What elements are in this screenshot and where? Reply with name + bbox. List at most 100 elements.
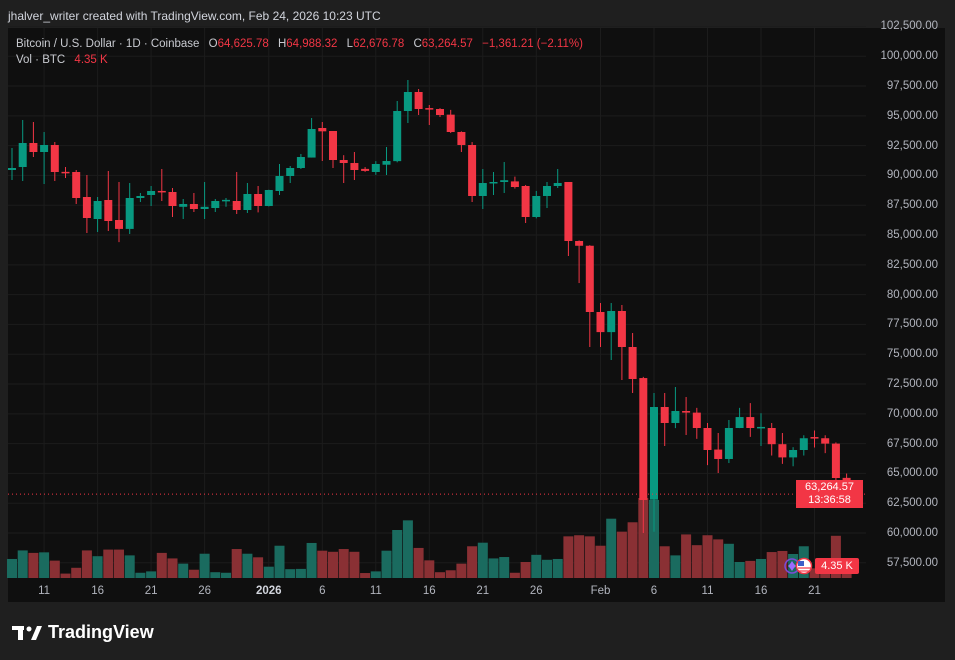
candle[interactable] (189, 192, 198, 213)
candle[interactable] (660, 393, 669, 446)
candle[interactable] (575, 240, 584, 284)
candle[interactable] (810, 430, 819, 448)
us-flag-icon[interactable] (795, 557, 813, 575)
candle[interactable] (468, 142, 477, 203)
candle[interactable] (61, 166, 70, 178)
candle[interactable] (136, 192, 145, 203)
candle[interactable] (521, 184, 530, 223)
candle-body (157, 190, 166, 193)
candle[interactable] (682, 397, 691, 435)
candle[interactable] (724, 420, 733, 464)
volume-bar (445, 570, 456, 578)
candle[interactable] (307, 117, 316, 158)
candle[interactable] (489, 172, 498, 195)
candle[interactable] (585, 245, 594, 347)
candle[interactable] (446, 109, 455, 134)
candle-body (286, 167, 295, 177)
candle[interactable] (403, 80, 412, 123)
candle[interactable] (147, 185, 156, 206)
candle[interactable] (393, 101, 402, 163)
candle[interactable] (125, 183, 134, 235)
candle-body (489, 181, 498, 184)
candle[interactable] (361, 167, 370, 172)
candle[interactable] (746, 403, 755, 437)
candle[interactable] (799, 435, 808, 456)
candle[interactable] (735, 407, 744, 429)
candle[interactable] (157, 168, 166, 202)
candle[interactable] (617, 304, 626, 380)
candle-body (553, 183, 562, 186)
candle[interactable] (650, 393, 658, 532)
candle[interactable] (339, 155, 348, 184)
candle[interactable] (564, 181, 573, 256)
candle[interactable] (757, 413, 765, 446)
candle[interactable] (500, 162, 509, 193)
candle[interactable] (767, 422, 776, 456)
candle[interactable] (296, 153, 305, 169)
candle[interactable] (532, 190, 541, 219)
candle[interactable] (821, 435, 830, 454)
candle[interactable] (254, 185, 263, 213)
candle[interactable] (478, 168, 487, 209)
candle[interactable] (115, 182, 123, 243)
candle[interactable] (222, 197, 230, 207)
candle[interactable] (543, 182, 551, 208)
candle[interactable] (371, 161, 380, 175)
candle[interactable] (318, 122, 327, 162)
tradingview-logo[interactable]: TradingView (12, 622, 154, 643)
candle[interactable] (211, 198, 220, 213)
candle[interactable] (831, 442, 840, 487)
candle[interactable] (703, 422, 712, 466)
candle[interactable] (778, 433, 787, 464)
candle[interactable] (553, 168, 562, 188)
candle[interactable] (232, 172, 241, 215)
volume-title[interactable]: Vol · BTC (16, 54, 66, 66)
candle[interactable] (425, 104, 434, 125)
volume-bar (435, 572, 445, 578)
candle[interactable] (457, 131, 466, 153)
candle[interactable] (414, 88, 423, 115)
candle[interactable] (50, 142, 59, 182)
candle-body (61, 171, 70, 174)
candle[interactable] (329, 131, 337, 168)
candle-body (735, 417, 744, 428)
candle[interactable] (82, 175, 91, 234)
candle[interactable] (286, 165, 295, 184)
volume-bar (135, 572, 146, 578)
candle[interactable] (789, 447, 798, 467)
chart-panel[interactable] (8, 28, 945, 602)
volume-bar (467, 546, 478, 578)
candle[interactable] (671, 386, 680, 429)
candle[interactable] (607, 303, 616, 360)
candle[interactable] (179, 198, 188, 219)
volume-bar (638, 498, 649, 578)
candle[interactable] (436, 108, 444, 118)
candle[interactable] (93, 196, 102, 233)
candle[interactable] (200, 182, 209, 219)
candle[interactable] (29, 122, 38, 158)
candle-body (339, 160, 348, 164)
candle-body (168, 192, 177, 206)
candle[interactable] (243, 183, 252, 213)
candle[interactable] (18, 120, 27, 182)
candle[interactable] (8, 147, 16, 180)
candle[interactable] (510, 176, 519, 189)
candle[interactable] (275, 163, 284, 195)
candle-body (810, 437, 819, 439)
candle[interactable] (264, 189, 273, 207)
candle[interactable] (40, 132, 49, 185)
candle[interactable] (692, 407, 701, 439)
candle[interactable] (382, 146, 391, 176)
candle-body (703, 427, 712, 450)
candle[interactable] (104, 171, 113, 232)
candle[interactable] (714, 433, 723, 474)
symbol-title[interactable]: Bitcoin / U.S. Dollar · 1D · Coinbase (16, 38, 200, 50)
candle[interactable] (350, 152, 359, 180)
candle[interactable] (639, 376, 648, 534)
candle[interactable] (628, 333, 637, 394)
volume-bar (713, 539, 724, 578)
candle[interactable] (596, 303, 605, 347)
candle[interactable] (168, 187, 177, 217)
candle[interactable] (72, 170, 81, 204)
